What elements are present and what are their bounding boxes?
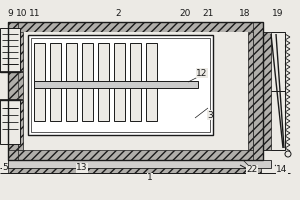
Bar: [18, 32, 23, 150]
Bar: [114, 43, 125, 121]
Bar: [50, 43, 61, 121]
Bar: [66, 43, 77, 121]
Text: 12: 12: [196, 68, 208, 77]
Bar: [82, 43, 93, 121]
Text: 13: 13: [76, 164, 88, 172]
Bar: [28, 35, 213, 135]
Text: 5: 5: [2, 164, 8, 172]
Text: 19: 19: [272, 9, 284, 19]
Circle shape: [285, 151, 291, 157]
Bar: [34, 43, 45, 121]
Bar: [253, 22, 263, 160]
Text: 11: 11: [29, 9, 41, 19]
Bar: [98, 43, 109, 121]
Text: 10: 10: [16, 9, 28, 19]
Text: 18: 18: [239, 9, 251, 19]
Text: 20: 20: [179, 9, 191, 19]
Bar: [8, 22, 263, 160]
Text: 14: 14: [276, 166, 288, 174]
Bar: [8, 168, 261, 173]
Bar: [8, 22, 263, 32]
Bar: [0, 28, 20, 72]
Bar: [263, 32, 271, 150]
Bar: [248, 32, 253, 150]
Bar: [34, 81, 198, 88]
Bar: [8, 160, 271, 168]
Bar: [8, 116, 18, 150]
Text: 1: 1: [147, 173, 153, 182]
Bar: [18, 32, 253, 150]
Bar: [8, 150, 263, 160]
Text: 22: 22: [246, 166, 258, 174]
Bar: [0, 100, 20, 144]
Text: 2: 2: [115, 9, 121, 19]
Bar: [8, 32, 18, 64]
Text: 9: 9: [7, 9, 13, 19]
Text: 3: 3: [207, 110, 213, 119]
Bar: [130, 43, 141, 121]
Bar: [8, 22, 18, 160]
Text: 21: 21: [202, 9, 214, 19]
Bar: [31, 38, 210, 132]
Bar: [263, 32, 285, 150]
Bar: [146, 43, 157, 121]
